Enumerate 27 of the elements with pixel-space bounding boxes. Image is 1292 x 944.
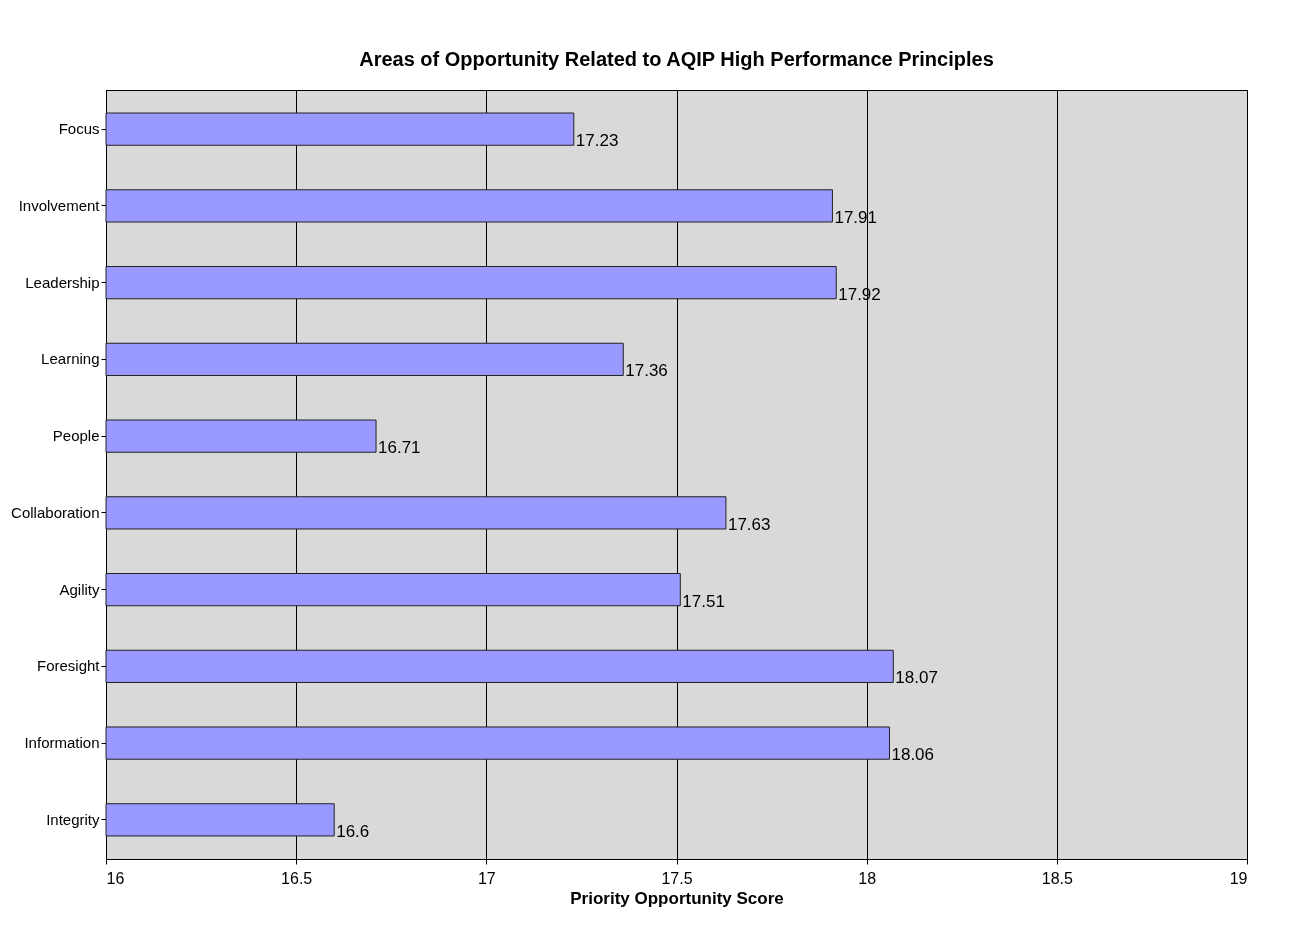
y-tick-label: Agility — [59, 580, 100, 598]
x-tick-label: 17 — [477, 869, 496, 887]
y-tick-label: Collaboration — [11, 503, 100, 521]
y-tick-label: Foresight — [36, 657, 101, 675]
y-tick-label: Focus — [58, 120, 100, 138]
x-tick-label: 19 — [1229, 869, 1248, 887]
chart-title: Areas of Opportunity Related to AQIP High Performance Principles — [359, 48, 994, 70]
y-tick-label: People — [52, 427, 100, 445]
y-tick-label: Learning — [41, 350, 100, 368]
data-label: 17.23 — [575, 131, 619, 151]
y-tick-label: Integrity — [46, 810, 100, 828]
x-tick-label: 16 — [106, 869, 125, 887]
x-tick-label: 18.5 — [1041, 869, 1074, 887]
data-label: 17.63 — [727, 514, 771, 534]
y-tick-label: Involvement — [18, 196, 101, 214]
x-tick-label: 16.5 — [281, 869, 313, 887]
y-tick-label: Information — [24, 734, 100, 752]
data-label: 16.71 — [378, 438, 421, 458]
x-tick-label: 17.5 — [661, 869, 693, 887]
data-label: 18.07 — [895, 668, 938, 688]
x-axis-title: Priority Opportunity Score — [570, 888, 784, 908]
data-label: 16.6 — [336, 821, 370, 841]
y-tick-label: Leadership — [25, 273, 100, 291]
x-tick-label: 18 — [858, 869, 877, 887]
data-label: 18.06 — [891, 745, 935, 765]
data-label: 17.51 — [682, 591, 725, 611]
data-label: 17.36 — [625, 361, 668, 381]
